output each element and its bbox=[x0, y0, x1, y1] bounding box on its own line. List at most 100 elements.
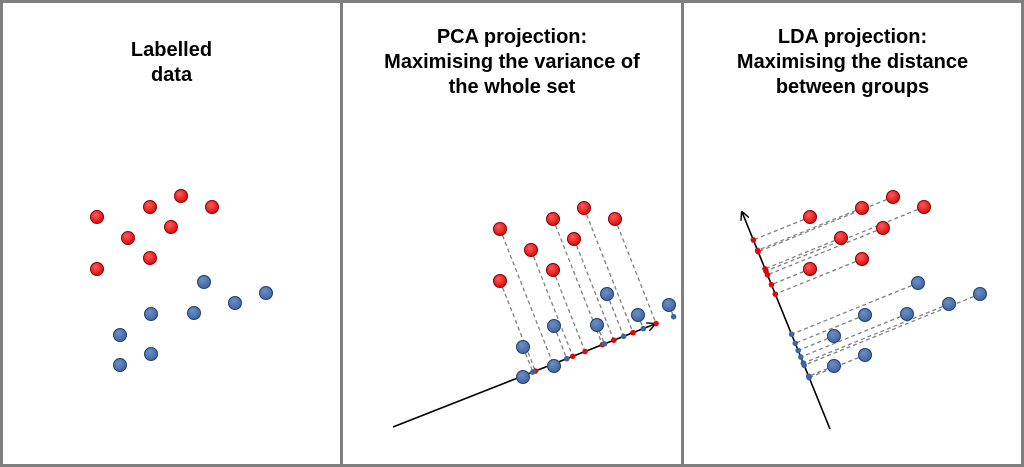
projected-point-red bbox=[582, 348, 588, 355]
data-point-red bbox=[608, 212, 622, 226]
panel-labelled-data: Labelled data bbox=[3, 3, 340, 464]
projection-line bbox=[791, 282, 919, 335]
projected-point-red bbox=[630, 329, 636, 336]
panel-title-pca: PCA projection: Maximising the variance … bbox=[384, 26, 640, 98]
data-point-red bbox=[493, 222, 507, 236]
projected-point-blue bbox=[798, 354, 804, 360]
projected-point-red bbox=[762, 266, 768, 272]
data-point-blue bbox=[516, 370, 530, 384]
data-point-red bbox=[174, 189, 188, 203]
data-point-blue bbox=[858, 308, 872, 322]
data-point-red bbox=[524, 243, 538, 257]
data-point-blue bbox=[113, 328, 127, 342]
data-point-blue bbox=[259, 286, 273, 300]
projection-line bbox=[775, 258, 863, 295]
projection-line bbox=[553, 325, 568, 359]
data-point-blue bbox=[144, 307, 158, 321]
data-point-red bbox=[577, 201, 591, 215]
data-point-blue bbox=[973, 287, 987, 301]
projected-point-red bbox=[610, 337, 617, 344]
panel-title-labelled: Labelled data bbox=[130, 39, 213, 86]
data-point-red bbox=[803, 262, 817, 276]
data-point-blue bbox=[631, 308, 645, 322]
projected-point-red bbox=[750, 237, 757, 243]
data-point-red bbox=[143, 200, 157, 214]
projection-line bbox=[583, 207, 634, 333]
projected-point-red bbox=[653, 320, 659, 327]
data-point-blue bbox=[662, 298, 676, 312]
data-point-red bbox=[493, 274, 507, 288]
panel-title-lda: LDA projection: Maximising the distance … bbox=[736, 26, 969, 98]
data-point-blue bbox=[827, 359, 841, 373]
data-point-blue bbox=[187, 306, 201, 320]
projection-line bbox=[530, 249, 574, 357]
projection-line bbox=[614, 218, 657, 324]
data-point-red bbox=[90, 210, 104, 224]
data-point-blue bbox=[547, 319, 561, 333]
data-point-red bbox=[917, 200, 931, 214]
projected-point-blue bbox=[788, 331, 795, 338]
data-point-blue bbox=[547, 359, 561, 373]
data-point-blue bbox=[911, 276, 925, 290]
data-point-red bbox=[121, 231, 135, 245]
panel-pca-projection: PCA projection: Maximising the variance … bbox=[343, 3, 681, 464]
projected-point-blue bbox=[670, 313, 677, 320]
projected-point-red bbox=[755, 248, 761, 255]
data-point-red bbox=[205, 200, 219, 214]
data-point-red bbox=[855, 252, 869, 266]
data-point-blue bbox=[942, 297, 956, 311]
scatter-lda bbox=[684, 190, 987, 430]
data-point-red bbox=[886, 190, 900, 204]
data-point-blue bbox=[590, 318, 604, 332]
projection-line bbox=[757, 196, 894, 253]
data-point-red bbox=[546, 212, 560, 226]
data-point-red bbox=[164, 220, 178, 234]
data-point-blue bbox=[827, 329, 841, 343]
projection-line bbox=[552, 269, 586, 352]
projected-point-blue bbox=[805, 373, 812, 380]
projection-line bbox=[803, 303, 950, 364]
projected-point-blue bbox=[620, 333, 627, 340]
projection-line bbox=[522, 346, 534, 373]
projection-line bbox=[606, 293, 625, 337]
data-point-red bbox=[803, 210, 817, 224]
scatter-labelled bbox=[90, 189, 273, 372]
projected-point-red bbox=[772, 291, 779, 297]
data-point-red bbox=[876, 221, 890, 235]
scatter-pca bbox=[392, 201, 677, 428]
projection-line bbox=[757, 207, 863, 251]
projected-point-red bbox=[764, 272, 771, 278]
data-point-red bbox=[546, 263, 560, 277]
data-point-blue bbox=[228, 296, 242, 310]
data-point-blue bbox=[600, 287, 614, 301]
data-point-blue bbox=[197, 275, 211, 289]
data-point-blue bbox=[113, 358, 127, 372]
projection-line bbox=[753, 216, 811, 241]
projected-point-blue bbox=[640, 325, 647, 332]
projected-point-blue bbox=[801, 362, 807, 369]
projected-point-red bbox=[569, 353, 576, 360]
data-point-blue bbox=[858, 348, 872, 362]
projection-line bbox=[800, 313, 908, 358]
projection-line bbox=[499, 280, 536, 372]
data-point-red bbox=[567, 232, 581, 246]
projected-point-red bbox=[768, 281, 775, 288]
panel-lda-projection: LDA projection: Maximising the distance … bbox=[684, 3, 1021, 464]
data-point-red bbox=[834, 231, 848, 245]
data-point-blue bbox=[144, 347, 158, 361]
lda-axis-arrow bbox=[742, 212, 831, 430]
projected-point-blue bbox=[792, 340, 799, 347]
projected-point-blue bbox=[564, 355, 570, 362]
projection-line bbox=[808, 365, 835, 377]
projected-point-blue bbox=[795, 347, 801, 354]
projection-line bbox=[794, 314, 866, 344]
data-point-red bbox=[855, 201, 869, 215]
projected-point-blue bbox=[530, 369, 536, 375]
projection-line bbox=[499, 228, 554, 365]
data-point-red bbox=[90, 262, 104, 276]
data-point-blue bbox=[516, 340, 530, 354]
data-point-red bbox=[143, 251, 157, 265]
projected-point-blue bbox=[601, 341, 608, 347]
projection-line bbox=[767, 227, 884, 276]
